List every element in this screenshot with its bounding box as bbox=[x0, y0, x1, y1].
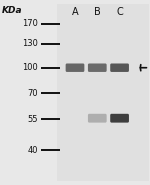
Text: 55: 55 bbox=[27, 115, 38, 124]
Text: 130: 130 bbox=[22, 39, 38, 48]
Text: KDa: KDa bbox=[2, 6, 23, 15]
FancyBboxPatch shape bbox=[88, 114, 107, 123]
FancyBboxPatch shape bbox=[110, 114, 129, 123]
Text: 170: 170 bbox=[22, 19, 38, 28]
FancyBboxPatch shape bbox=[88, 63, 107, 72]
Text: B: B bbox=[94, 7, 101, 17]
Text: 100: 100 bbox=[22, 63, 38, 72]
Text: A: A bbox=[72, 7, 78, 17]
FancyBboxPatch shape bbox=[66, 63, 84, 72]
Text: C: C bbox=[116, 7, 123, 17]
Text: 70: 70 bbox=[27, 89, 38, 98]
FancyBboxPatch shape bbox=[110, 63, 129, 72]
Text: 40: 40 bbox=[27, 146, 38, 155]
Bar bbox=[57, 4, 149, 181]
